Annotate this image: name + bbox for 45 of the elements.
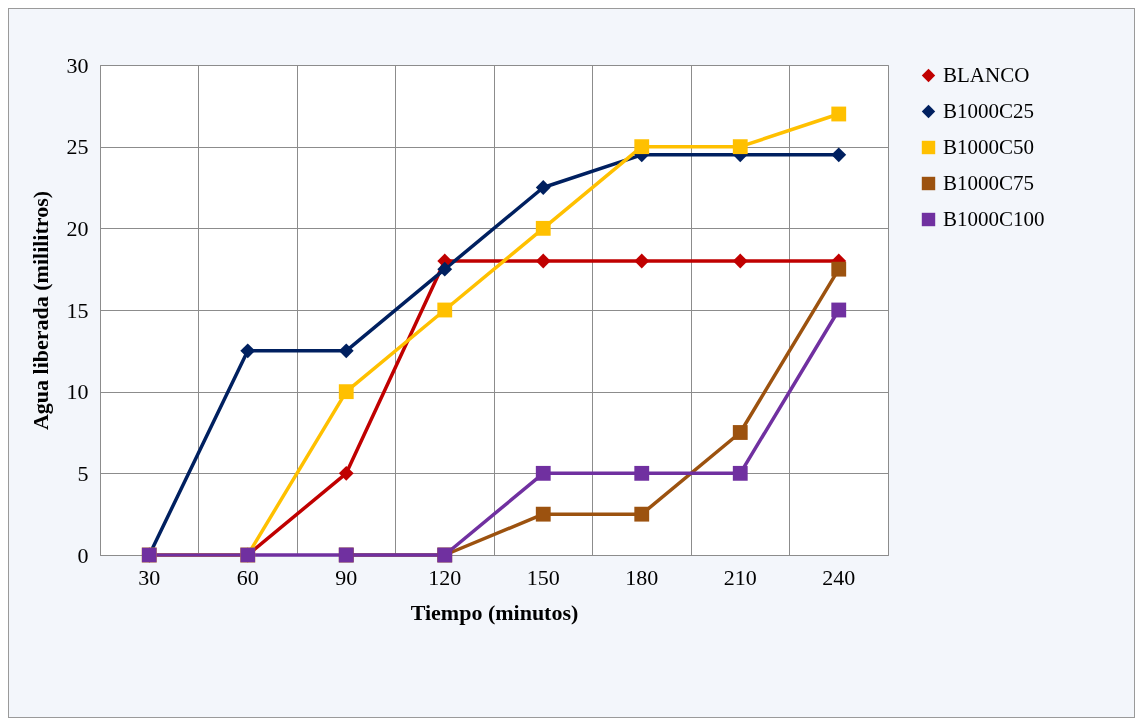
x-tick-label: 90 [335,564,358,590]
y-tick-label: 5 [77,460,89,486]
point [732,139,748,155]
point [437,302,453,318]
point [535,180,551,195]
point [831,106,847,122]
point [338,465,354,481]
point [634,506,650,522]
x-tick-label: 180 [625,564,659,590]
point [831,261,847,277]
x-tick-label: 30 [138,564,161,590]
x-tick-label: 150 [526,564,560,590]
point [634,253,650,269]
point [634,139,650,155]
legend-label: B1000C75 [943,170,1035,195]
point [535,253,551,269]
point [437,261,453,277]
point [732,425,748,440]
y-tick-label: 0 [77,542,89,568]
legend-label: B1000C100 [943,206,1045,231]
point [535,465,551,481]
point [634,465,650,481]
point [732,253,748,269]
x-tick-label: 210 [723,564,757,590]
y-tick-label: 25 [66,134,89,160]
point [338,384,354,400]
point [732,465,748,481]
legend-label: B1000C50 [943,134,1035,159]
x-axis-title: Tiempo (minutos) [410,599,579,625]
y-tick-label: 10 [66,379,89,405]
point [831,147,847,163]
y-axis-title: Agua liberada (mililitros) [27,190,53,431]
y-tick-label: 20 [66,215,89,241]
legend-label: BLANCO [943,62,1030,87]
legend-label: B1000C25 [943,98,1035,123]
y-tick-label: 15 [66,297,89,323]
x-tick-label: 60 [236,564,259,590]
point [831,302,847,318]
point [535,220,551,236]
y-tick-label: 30 [66,52,89,78]
x-tick-label: 240 [822,564,856,590]
point [240,343,256,359]
x-tick-label: 120 [428,564,462,590]
point [535,506,551,522]
point [338,343,354,359]
